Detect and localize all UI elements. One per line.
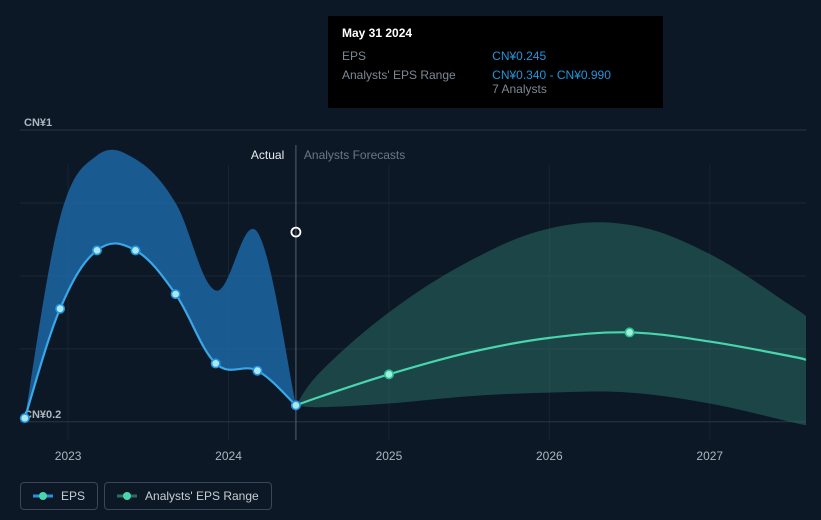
svg-text:2025: 2025 — [376, 449, 403, 463]
forecast-label: Analysts Forecasts — [304, 148, 405, 162]
legend-item-range[interactable]: Analysts' EPS Range — [104, 482, 272, 510]
tooltip-title: May 31 2024 — [342, 26, 649, 40]
svg-text:2023: 2023 — [55, 449, 82, 463]
svg-text:2026: 2026 — [536, 449, 563, 463]
tooltip-row-sub: 7 Analysts — [492, 82, 649, 96]
tooltip-row: EPS CN¥0.245 — [342, 46, 649, 65]
svg-text:2024: 2024 — [215, 449, 242, 463]
tooltip-row-label: Analysts' EPS Range — [342, 65, 492, 98]
tooltip-row-value: CN¥0.245 — [492, 46, 649, 65]
chart-tooltip: May 31 2024 EPS CN¥0.245 Analysts' EPS R… — [328, 16, 663, 108]
legend-swatch-icon — [117, 491, 137, 501]
legend-item-label: Analysts' EPS Range — [145, 489, 259, 503]
tooltip-row-value: CN¥0.340 - CN¥0.990 — [492, 68, 649, 82]
actual-label: Actual — [251, 148, 284, 162]
tooltip-row: Analysts' EPS Range CN¥0.340 - CN¥0.990 … — [342, 65, 649, 98]
tooltip-row-label: EPS — [342, 46, 492, 65]
legend-item-eps[interactable]: EPS — [20, 482, 98, 510]
svg-text:2027: 2027 — [696, 449, 723, 463]
legend-item-label: EPS — [61, 489, 85, 503]
legend-swatch-icon — [33, 491, 53, 501]
tooltip-table: EPS CN¥0.245 Analysts' EPS Range CN¥0.34… — [342, 46, 649, 98]
chart-legend: EPS Analysts' EPS Range — [20, 482, 272, 510]
svg-text:CN¥1: CN¥1 — [24, 117, 52, 129]
